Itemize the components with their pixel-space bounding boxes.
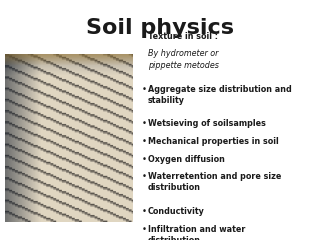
Text: Infiltration and water
distribution: Infiltration and water distribution [148, 224, 245, 240]
Text: •: • [142, 224, 147, 234]
Text: •: • [142, 84, 147, 94]
Text: Aggregate size distribution and
stability: Aggregate size distribution and stabilit… [148, 84, 292, 105]
Text: Soil physics: Soil physics [86, 18, 234, 38]
Text: Texture in soil :: Texture in soil : [148, 32, 221, 41]
Text: Oxygen diffusion: Oxygen diffusion [148, 155, 225, 163]
Text: Waterretention and pore size
distribution: Waterretention and pore size distributio… [148, 172, 281, 192]
Text: Mechanical properties in soil: Mechanical properties in soil [148, 137, 279, 146]
Text: •: • [142, 32, 147, 41]
Text: By hydrometer or
pippette metodes: By hydrometer or pippette metodes [148, 49, 219, 70]
Text: Conductivity: Conductivity [148, 207, 205, 216]
Text: •: • [142, 120, 147, 128]
Text: •: • [142, 155, 147, 163]
Text: •: • [142, 207, 147, 216]
Text: •: • [142, 137, 147, 146]
Text: Wetsieving of soilsamples: Wetsieving of soilsamples [148, 120, 266, 128]
Text: •: • [142, 172, 147, 181]
